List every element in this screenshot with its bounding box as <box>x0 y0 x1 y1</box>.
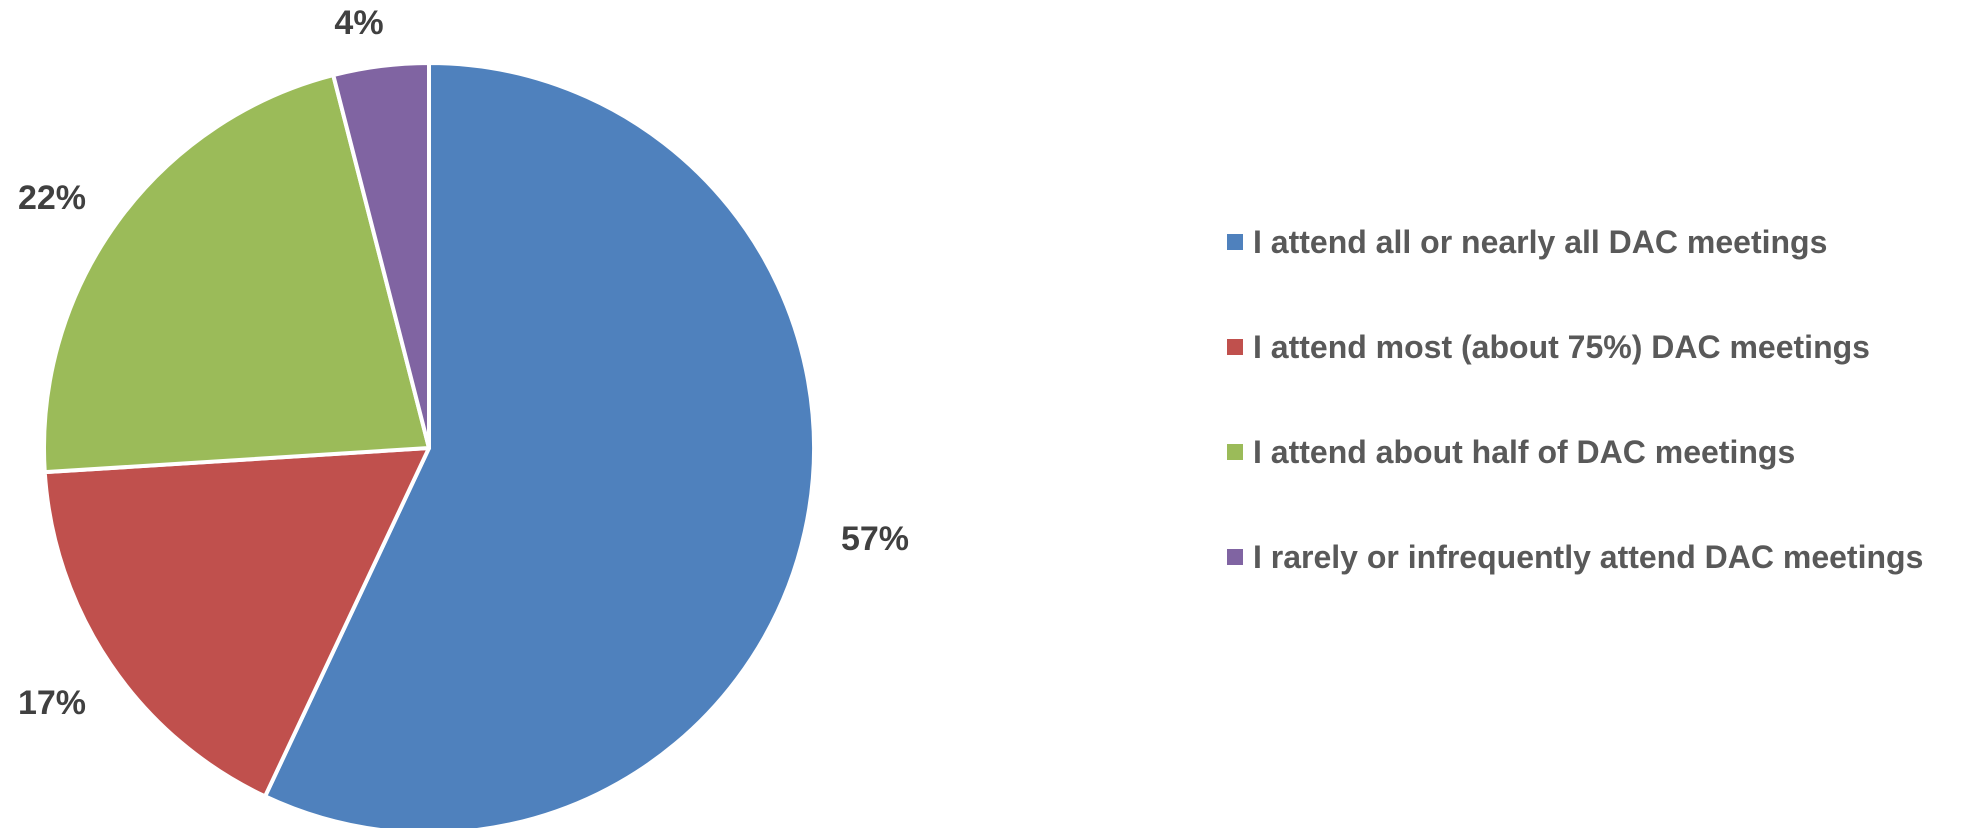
data-label-1: 57% <box>841 520 909 558</box>
pie-slice-4 <box>331 61 431 450</box>
legend: I attend all or nearly all DAC meetings I… <box>1227 224 1923 575</box>
legend-swatch-1 <box>1227 234 1243 250</box>
data-label-3: 22% <box>18 179 86 217</box>
data-label-4: 4% <box>334 4 383 42</box>
legend-swatch-4 <box>1227 549 1243 565</box>
pie-slices <box>42 61 816 828</box>
pie-data-labels: 57% 17% 22% 4% <box>18 4 909 722</box>
pie-slice-3 <box>42 73 431 475</box>
data-label-2: 17% <box>18 684 86 722</box>
legend-swatch-2 <box>1227 339 1243 355</box>
pie-slice-2 <box>42 446 431 799</box>
pie-slice-1 <box>263 61 816 828</box>
legend-swatch-3 <box>1227 444 1243 460</box>
legend-label-1: I attend all or nearly all DAC meetings <box>1253 224 1827 260</box>
legend-label-4: I rarely or infrequently attend DAC meet… <box>1253 539 1923 575</box>
legend-label-3: I attend about half of DAC meetings <box>1253 434 1795 470</box>
legend-label-2: I attend most (about 75%) DAC meetings <box>1253 329 1870 365</box>
